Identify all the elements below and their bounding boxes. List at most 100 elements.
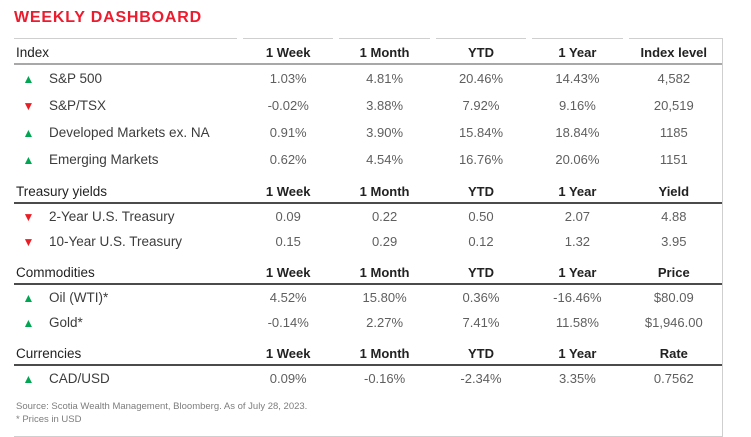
column-header: 1 Month bbox=[359, 45, 410, 60]
cell-1month: 3.88% bbox=[366, 98, 404, 113]
table-row: 10-Year U.S. Treasury 0.15 0.29 0.12 1.3… bbox=[14, 229, 722, 254]
row-label: Gold* bbox=[49, 315, 83, 330]
column-header: YTD bbox=[467, 184, 494, 199]
section-divider bbox=[14, 283, 722, 285]
cell-1year: 11.58% bbox=[555, 315, 599, 330]
section-divider bbox=[14, 364, 722, 366]
weekly-dashboard-page: WEEKLY DASHBOARD Index 1 Week 1 Month YT… bbox=[0, 0, 751, 407]
cell-ytd: 20.46% bbox=[458, 71, 504, 86]
section-title: Currencies bbox=[16, 346, 82, 361]
section-header-index: Index 1 Week 1 Month YTD 1 Year Index le… bbox=[14, 39, 722, 63]
cell-1year: 1.32 bbox=[564, 234, 591, 249]
prices-note: * Prices in USD bbox=[16, 414, 82, 426]
table-row: Developed Markets ex. NA 0.91% 3.90% 15.… bbox=[14, 119, 722, 146]
column-header: 1 Week bbox=[265, 346, 311, 361]
table-row: Oil (WTI)* 4.52% 15.80% 0.36% -16.46% $8… bbox=[14, 285, 722, 310]
cell-1week: 0.15 bbox=[275, 234, 301, 249]
cell-1week: 0.09% bbox=[269, 371, 307, 386]
cell-ytd: 0.12 bbox=[468, 234, 494, 249]
cell-ytd: 15.84% bbox=[458, 125, 504, 140]
cell-level: 1151 bbox=[659, 152, 688, 167]
trend-up-icon bbox=[20, 317, 37, 329]
cell-1month: 4.54% bbox=[366, 152, 404, 167]
table-row: S&P 500 1.03% 4.81% 20.46% 14.43% 4,582 bbox=[14, 65, 722, 92]
cell-ytd: 7.41% bbox=[462, 315, 500, 330]
column-header: YTD bbox=[467, 346, 494, 361]
row-label: Oil (WTI)* bbox=[49, 290, 109, 305]
section-title: Index bbox=[16, 45, 50, 60]
section-divider bbox=[14, 63, 722, 65]
trend-up-icon bbox=[20, 73, 37, 85]
table-row: CAD/USD 0.09% -0.16% -2.34% 3.35% 0.7562 bbox=[14, 366, 722, 391]
cell-1year: 18.84% bbox=[555, 125, 600, 140]
cell-1month: 0.29 bbox=[371, 234, 398, 249]
table-row: S&P/TSX -0.02% 3.88% 7.92% 9.16% 20,519 bbox=[14, 92, 722, 119]
cell-1year: -16.46% bbox=[553, 290, 602, 305]
section-divider bbox=[14, 202, 722, 204]
column-header: Price bbox=[657, 265, 690, 280]
table-row: 2-Year U.S. Treasury 0.09 0.22 0.50 2.07… bbox=[14, 204, 722, 229]
column-header: Yield bbox=[658, 184, 690, 199]
row-label: S&P/TSX bbox=[49, 98, 107, 113]
cell-1week: -0.14% bbox=[267, 315, 309, 330]
cell-ytd: -2.34% bbox=[460, 371, 502, 386]
column-header: 1 Month bbox=[359, 265, 410, 280]
column-header: Index level bbox=[640, 45, 708, 60]
cell-ytd: 16.76% bbox=[458, 152, 504, 167]
cell-1year: 20.06% bbox=[555, 152, 600, 167]
cell-1week: 4.52% bbox=[269, 290, 307, 305]
cell-1month: 3.90% bbox=[366, 125, 404, 140]
row-label: Emerging Markets bbox=[49, 152, 159, 167]
column-header: 1 Month bbox=[359, 346, 410, 361]
column-header: YTD bbox=[467, 265, 494, 280]
column-header: 1 Year bbox=[558, 265, 597, 280]
cell-yield: 4.88 bbox=[661, 209, 687, 224]
column-header: 1 Week bbox=[265, 265, 311, 280]
trend-down-icon bbox=[20, 236, 37, 248]
column-header: 1 Month bbox=[359, 184, 410, 199]
trend-up-icon bbox=[20, 373, 37, 385]
cell-1week: 0.91% bbox=[269, 125, 307, 140]
row-label: 2-Year U.S. Treasury bbox=[49, 209, 175, 224]
table-row: Gold* -0.14% 2.27% 7.41% 11.58% $1,946.0… bbox=[14, 310, 722, 335]
column-header: 1 Year bbox=[558, 184, 597, 199]
cell-1week: 1.03% bbox=[269, 71, 307, 86]
cell-level: 4,582 bbox=[657, 71, 691, 86]
cell-ytd: 0.36% bbox=[462, 290, 500, 305]
cell-1year: 3.35% bbox=[558, 371, 596, 386]
trend-down-icon bbox=[20, 100, 37, 112]
section-title: Commodities bbox=[16, 265, 95, 280]
cell-1week: 0.09 bbox=[275, 209, 301, 224]
cell-1week: 0.62% bbox=[269, 152, 307, 167]
section-header-treasury: Treasury yields 1 Week 1 Month YTD 1 Yea… bbox=[14, 173, 722, 202]
row-label: Developed Markets ex. NA bbox=[49, 125, 210, 140]
section-header-commodities: Commodities 1 Week 1 Month YTD 1 Year Pr… bbox=[14, 254, 722, 283]
trend-up-icon bbox=[20, 292, 37, 304]
cell-price: $80.09 bbox=[653, 290, 694, 305]
cell-1month: 15.80% bbox=[362, 290, 407, 305]
trend-down-icon bbox=[20, 211, 37, 223]
column-header: 1 Year bbox=[558, 45, 597, 60]
cell-1month: 4.81% bbox=[366, 71, 404, 86]
column-header: Rate bbox=[659, 346, 688, 361]
cell-1month: -0.16% bbox=[363, 371, 406, 386]
row-label: CAD/USD bbox=[49, 371, 110, 386]
cell-level: 1185 bbox=[659, 125, 688, 140]
table-top-rule bbox=[14, 38, 722, 39]
cell-rate: 0.7562 bbox=[653, 371, 694, 386]
trend-up-icon bbox=[20, 127, 37, 139]
cell-1year: 14.43% bbox=[555, 71, 600, 86]
row-label: 10-Year U.S. Treasury bbox=[49, 234, 183, 249]
cell-level: 20,519 bbox=[653, 98, 694, 113]
column-header: 1 Year bbox=[558, 346, 597, 361]
cell-1week: -0.02% bbox=[267, 98, 309, 113]
cell-1year: 9.16% bbox=[558, 98, 596, 113]
cell-price: $1,946.00 bbox=[644, 315, 703, 330]
column-header: YTD bbox=[467, 45, 494, 60]
footnote: Source: Scotia Wealth Management, Bloomb… bbox=[14, 391, 722, 436]
cell-ytd: 0.50 bbox=[468, 209, 494, 224]
cell-1month: 0.22 bbox=[371, 209, 398, 224]
page-title: WEEKLY DASHBOARD bbox=[14, 9, 202, 26]
trend-up-icon bbox=[20, 154, 37, 166]
table-row: Emerging Markets 0.62% 4.54% 16.76% 20.0… bbox=[14, 146, 722, 173]
